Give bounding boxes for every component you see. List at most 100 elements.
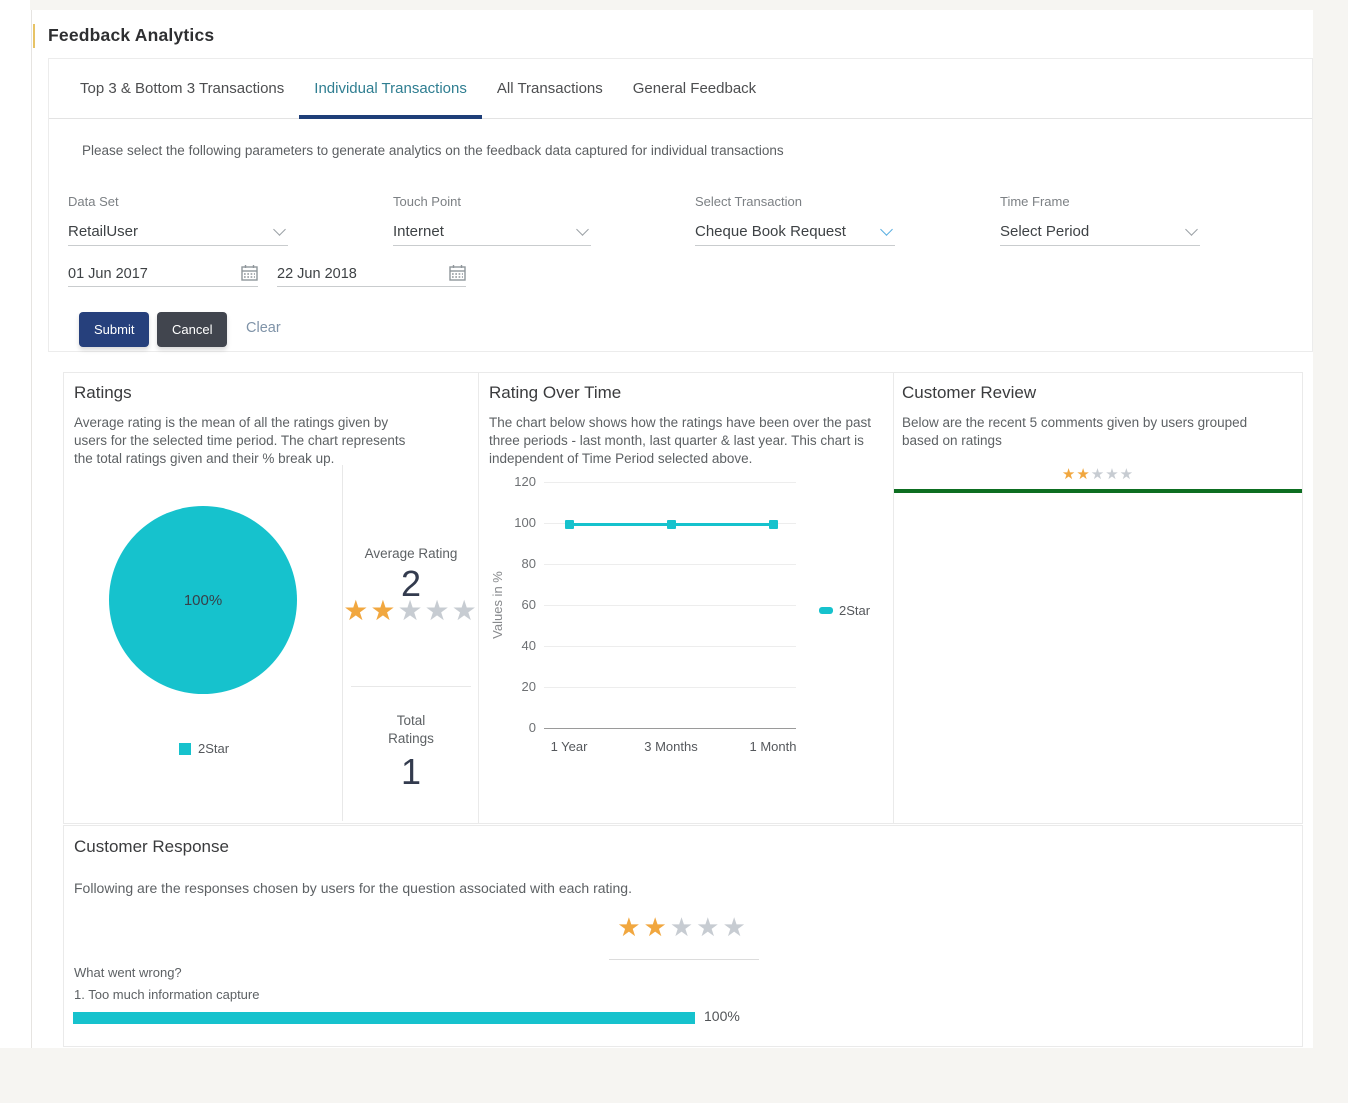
star-icon: ★ [451,595,479,626]
customer-response-description: Following are the responses chosen by us… [74,880,632,896]
tab-individual-transactions[interactable]: Individual Transactions [299,59,482,119]
response-answer: 1. Too much information capture [74,987,260,1002]
y-axis-tick: 0 [528,720,536,735]
touch-point-value: Internet [393,223,444,240]
page-title: Feedback Analytics [48,25,215,45]
y-axis-tick: 100 [514,515,536,530]
line-legend-label: 2Star [839,603,871,618]
ratings-horizontal-divider [351,686,471,687]
select-transaction-value: Cheque Book Request [695,223,846,240]
data-point-marker [667,520,676,529]
total-ratings-label: Total Ratings [388,713,434,746]
clear-link[interactable]: Clear [246,320,281,336]
gridline [544,646,796,647]
ratings-pie-chart: 100% [109,506,297,694]
submit-button[interactable]: Submit [79,312,150,347]
star-icon: ★ [643,912,670,942]
bottom-background-strip [0,1048,1348,1103]
star-icon: ★ [722,912,749,942]
date-to-field[interactable]: 22 Jun 2018 [277,263,466,287]
top-background-strip [30,0,1348,10]
chevron-down-icon [273,223,286,236]
pie-slice-label: 100% [183,591,223,609]
star-icon: ★ [669,912,697,942]
y-axis-tick: 60 [521,597,536,612]
gridline [544,564,796,565]
content-left-border [31,10,32,1048]
gridline [544,482,796,483]
filter-card: Top 3 & Bottom 3 Transactions Individual… [48,58,1313,352]
y-axis-tick: 40 [521,638,536,653]
data-point-marker [769,520,778,529]
customer-review-panel: Customer Review Below are the recent 5 c… [893,372,1303,824]
date-from-value: 01 Jun 2017 [68,265,148,282]
date-from-field[interactable]: 01 Jun 2017 [68,263,258,287]
average-rating-label: Average Rating [364,546,458,561]
date-to-value: 22 Jun 2018 [277,265,357,282]
customer-response-title: Customer Response [74,837,229,856]
star-icon: ★ [370,595,398,626]
response-rating-stars: ★ ★ ★ ★ ★ [64,914,1302,940]
total-ratings-value: 1 [400,751,422,792]
review-group-divider [894,489,1302,493]
tab-top3-bottom3-transactions[interactable]: Top 3 & Bottom 3 Transactions [80,80,285,97]
data-set-dropdown[interactable]: Data Set RetailUser [68,194,288,246]
x-axis-line [544,728,796,729]
select-transaction-label: Select Transaction [695,194,802,209]
touch-point-dropdown[interactable]: Touch Point Internet [393,194,591,246]
stars-underline [609,959,759,960]
time-frame-value: Select Period [1000,223,1090,240]
gridline [544,605,796,606]
x-axis-tick: 1 Year [550,739,588,754]
cancel-button[interactable]: Cancel [157,312,228,347]
average-rating-stars: ★ ★ ★ ★ ★ [343,597,479,625]
star-icon: ★ [617,912,644,942]
y-axis-tick: 120 [514,474,536,489]
review-rating-stars: ★ ★ ★ ★ ★ [894,467,1302,482]
ratings-panel: Ratings Average rating is the mean of al… [63,372,479,824]
x-axis-tick: 1 Month [749,739,797,754]
ratings-vertical-divider [342,465,343,821]
chevron-down-icon [880,223,893,236]
star-icon: ★ [696,912,723,942]
legend-swatch-icon [179,742,191,755]
star-icon: ★ [1061,466,1077,483]
right-background-strip [1313,10,1348,1048]
ratings-title: Ratings [74,383,132,402]
focus-cursor-bar [33,24,35,48]
tab-bar: Top 3 & Bottom 3 Transactions Individual… [49,59,1312,119]
star-icon: ★ [424,595,452,626]
pie-legend-label: 2Star [198,741,230,756]
customer-response-panel: Customer Response Following are the resp… [63,825,1303,1047]
pie-legend-item[interactable]: 2Star [179,741,229,756]
star-icon: ★ [1090,466,1106,483]
tab-general-feedback[interactable]: General Feedback [632,80,757,97]
response-question: What went wrong? [74,965,182,980]
calendar-icon[interactable] [241,264,258,281]
x-axis-tick: 3 Months [644,739,698,754]
star-icon: ★ [1119,466,1135,483]
y-axis-tick: 80 [521,556,536,571]
data-set-value: RetailUser [68,223,139,240]
select-transaction-dropdown[interactable]: Select Transaction Cheque Book Request [695,194,895,246]
line-legend-item[interactable]: 2Star [819,603,870,618]
average-rating-value: 2 [400,563,422,604]
tab-all-transactions[interactable]: All Transactions [496,80,603,97]
gridline [544,687,796,688]
time-frame-dropdown[interactable]: Time Frame Select Period [1000,194,1200,246]
chevron-down-icon [1185,223,1198,236]
star-icon: ★ [1076,466,1091,483]
y-axis-tick: 20 [521,679,536,694]
analytics-panels-row: Ratings Average rating is the mean of al… [63,372,1303,824]
customer-review-title: Customer Review [902,383,1037,402]
time-frame-label: Time Frame [1000,194,1070,209]
calendar-icon[interactable] [449,264,466,281]
ratings-description: Average rating is the mean of all the ra… [74,415,406,466]
data-set-label: Data Set [68,194,119,209]
touch-point-label: Touch Point [393,194,461,209]
response-percent-label: 100% [704,1008,740,1024]
rating-over-time-panel: Rating Over Time The chart below shows h… [478,372,894,824]
star-icon: ★ [1105,466,1120,483]
star-icon: ★ [397,595,425,626]
